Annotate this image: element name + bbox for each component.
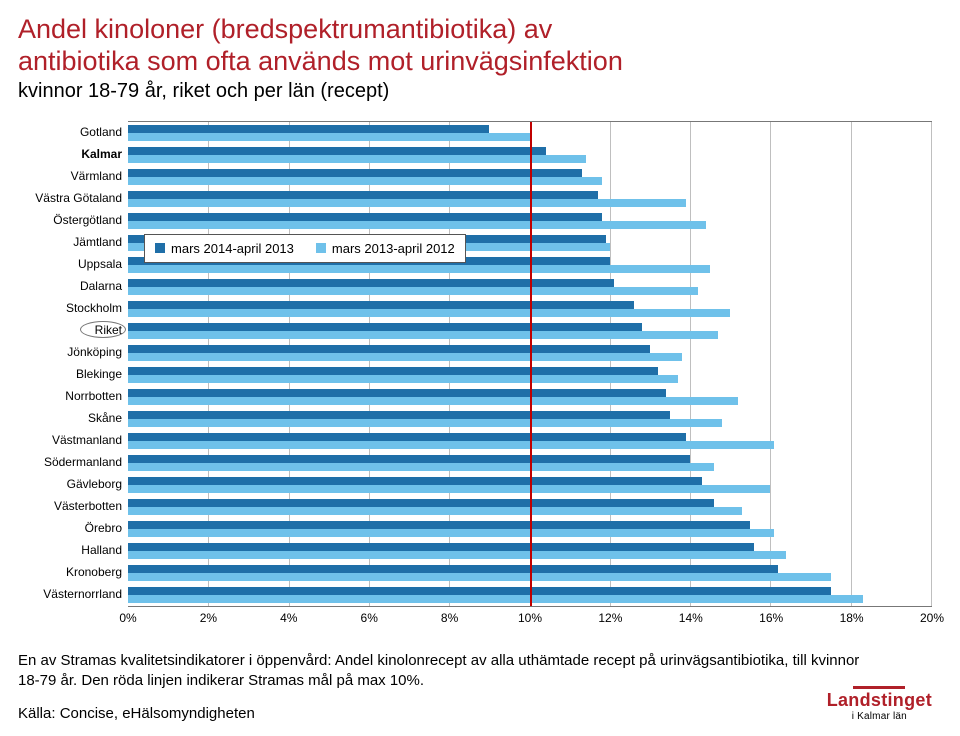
- y-axis-category-label: Östergötland: [18, 209, 128, 231]
- chart-subtitle: kvinnor 18-79 år, riket och per län (rec…: [18, 80, 932, 103]
- page-root: Andel kinoloner (bredspektrumantibiotika…: [18, 14, 932, 722]
- logo-sub-text: i Kalmar län: [827, 711, 932, 722]
- y-axis-category-label: Västerbotten: [18, 495, 128, 517]
- bar-s2: [128, 309, 730, 317]
- y-axis-category-label: Gotland: [18, 121, 128, 143]
- y-axis-category-label: Riket: [18, 319, 128, 341]
- bar-s2: [128, 573, 831, 581]
- bar-s1: [128, 323, 642, 331]
- bar-s1: [128, 367, 658, 375]
- y-axis-category-label: Uppsala: [18, 253, 128, 275]
- legend-swatch-icon: [155, 243, 165, 253]
- bar-s2: [128, 331, 718, 339]
- x-axis-tick-label: 20%: [920, 611, 944, 625]
- goal-line: [530, 122, 532, 606]
- bar-s2: [128, 463, 714, 471]
- title-line-2: antibiotika som ofta används mot urinväg…: [18, 46, 623, 76]
- bar-s2: [128, 397, 738, 405]
- bar-s1: [128, 455, 690, 463]
- title-line-1: Andel kinoloner (bredspektrumantibiotika…: [18, 14, 552, 44]
- y-axis-category-label: Jämtland: [18, 231, 128, 253]
- gridline: [931, 122, 932, 606]
- x-axis-tick-label: 16%: [759, 611, 783, 625]
- bar-s2: [128, 155, 586, 163]
- x-axis: 0%2%4%6%8%10%12%14%16%18%20%: [128, 611, 932, 629]
- bar-s2: [128, 375, 678, 383]
- bar-s1: [128, 191, 598, 199]
- bar-s1: [128, 345, 650, 353]
- bar-s1: [128, 169, 582, 177]
- logo-bar-icon: [853, 686, 905, 689]
- bar-s1: [128, 279, 614, 287]
- legend-label: mars 2014-april 2013: [171, 241, 294, 256]
- bar-s1: [128, 499, 714, 507]
- x-axis-tick-label: 4%: [280, 611, 297, 625]
- bar-s2: [128, 419, 722, 427]
- bar-s2: [128, 287, 698, 295]
- legend-item: mars 2013-april 2012: [316, 241, 455, 256]
- x-axis-tick-label: 2%: [200, 611, 217, 625]
- bar-s1: [128, 521, 750, 529]
- bar-s2: [128, 595, 863, 603]
- legend-item: mars 2014-april 2013: [155, 241, 294, 256]
- bar-s2: [128, 265, 710, 273]
- bar-s1: [128, 433, 686, 441]
- y-axis-category-label: Västra Götaland: [18, 187, 128, 209]
- bar-s1: [128, 587, 831, 595]
- bar-s2: [128, 353, 682, 361]
- legend-swatch-icon: [316, 243, 326, 253]
- bar-s2: [128, 221, 706, 229]
- y-axis-category-label: Kalmar: [18, 143, 128, 165]
- bar-s2: [128, 507, 742, 515]
- bar-s2: [128, 485, 770, 493]
- bar-s1: [128, 301, 634, 309]
- bar-s1: [128, 125, 489, 133]
- x-axis-tick-label: 0%: [119, 611, 136, 625]
- x-axis-tick-label: 18%: [840, 611, 864, 625]
- bar-s1: [128, 477, 702, 485]
- bar-s2: [128, 133, 530, 141]
- landstinget-logo: Landstinget i Kalmar län: [827, 686, 932, 722]
- source-text: Källa: Concise, eHälsomyndigheten: [18, 705, 932, 722]
- x-axis-tick-label: 12%: [598, 611, 622, 625]
- y-axis-category-label: Norrbotten: [18, 385, 128, 407]
- x-axis-tick-label: 6%: [361, 611, 378, 625]
- footer-description: En av Stramas kvalitetsindikatorer i öpp…: [18, 651, 878, 692]
- y-axis-category-label: Skåne: [18, 407, 128, 429]
- bar-s1: [128, 543, 754, 551]
- y-axis-category-label: Gävleborg: [18, 473, 128, 495]
- legend: mars 2014-april 2013 mars 2013-april 2012: [144, 234, 466, 263]
- y-axis-category-label: Blekinge: [18, 363, 128, 385]
- bar-s2: [128, 551, 786, 559]
- legend-label: mars 2013-april 2012: [332, 241, 455, 256]
- y-axis-category-label: Örebro: [18, 517, 128, 539]
- bar-s2: [128, 441, 774, 449]
- x-axis-tick-label: 14%: [679, 611, 703, 625]
- y-axis-category-label: Södermanland: [18, 451, 128, 473]
- y-axis-category-label: Stockholm: [18, 297, 128, 319]
- plot-area: mars 2014-april 2013 mars 2013-april 2012: [128, 121, 932, 607]
- y-axis-category-label: Västernorrland: [18, 583, 128, 605]
- x-axis-tick-label: 8%: [441, 611, 458, 625]
- y-axis-category-label: Kronoberg: [18, 561, 128, 583]
- y-axis-labels: GotlandKalmarVärmlandVästra GötalandÖste…: [18, 121, 128, 607]
- bar-s1: [128, 411, 670, 419]
- y-axis-category-label: Västmanland: [18, 429, 128, 451]
- bar-s1: [128, 565, 778, 573]
- bar-s1: [128, 389, 666, 397]
- y-axis-category-label: Värmland: [18, 165, 128, 187]
- x-axis-tick-label: 10%: [518, 611, 542, 625]
- chart: GotlandKalmarVärmlandVästra GötalandÖste…: [18, 121, 932, 607]
- chart-title: Andel kinoloner (bredspektrumantibiotika…: [18, 14, 932, 78]
- logo-main-text: Landstinget: [827, 690, 932, 711]
- bar-s2: [128, 199, 686, 207]
- bar-s2: [128, 529, 774, 537]
- y-axis-category-label: Halland: [18, 539, 128, 561]
- bar-s1: [128, 147, 546, 155]
- y-axis-category-label: Jönköping: [18, 341, 128, 363]
- y-axis-category-label: Dalarna: [18, 275, 128, 297]
